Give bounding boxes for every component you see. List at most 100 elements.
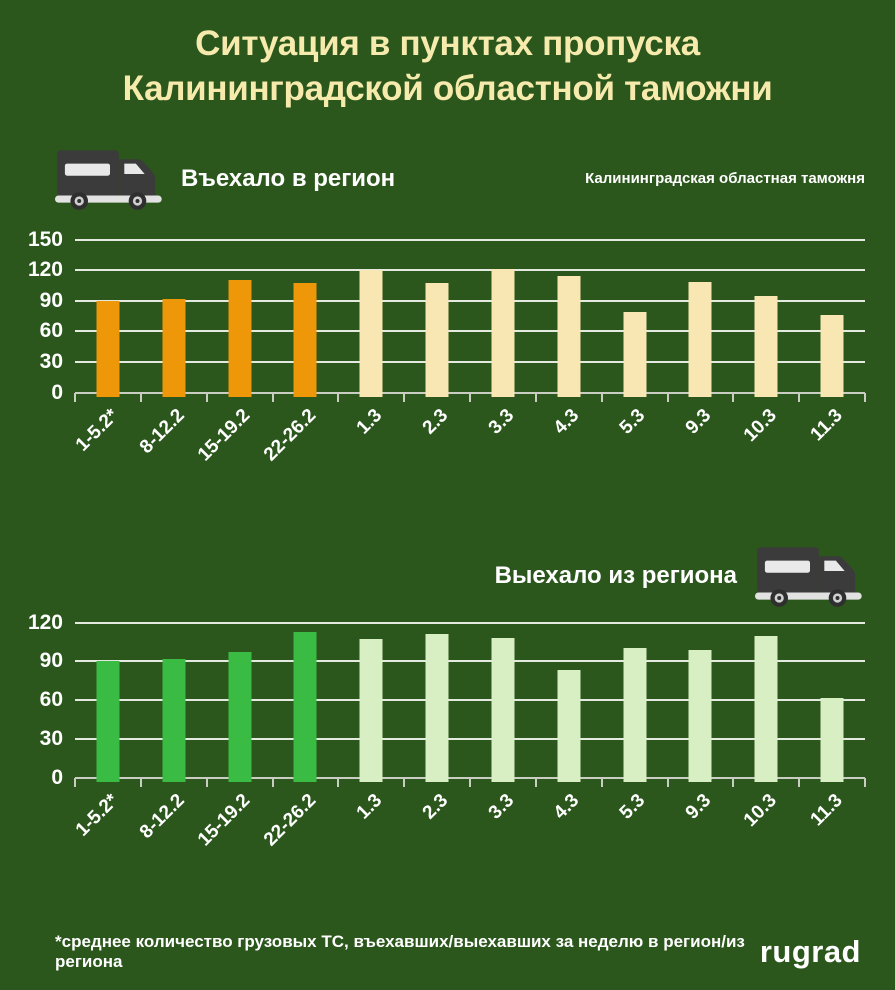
bar — [623, 312, 647, 397]
footnote: *среднее количество грузовых ТС, въехавш… — [55, 932, 745, 971]
x-tick-label: 2.3 — [418, 404, 452, 439]
bar — [688, 282, 712, 397]
y-tick-label: 30 — [39, 726, 63, 750]
bar-slot — [799, 240, 865, 397]
axis-tick — [732, 392, 735, 402]
bar-slot — [404, 240, 470, 397]
bar-slot — [404, 623, 470, 782]
axis-tick — [534, 777, 537, 787]
bar — [96, 300, 120, 397]
bar — [425, 634, 449, 782]
bar — [359, 270, 383, 397]
chart2-header: Выехало из региона — [55, 545, 865, 607]
gridline — [75, 699, 865, 702]
bar-slot — [602, 623, 668, 782]
footer: *среднее количество грузовых ТС, въехавш… — [55, 932, 861, 972]
axis-tick — [798, 392, 801, 402]
x-tick-label: 22-26.2 — [259, 404, 321, 466]
y-tick-label: 150 — [27, 227, 63, 251]
bar-slot — [338, 240, 404, 397]
x-tick-label: 15-19.2 — [194, 789, 255, 851]
gridline — [75, 299, 865, 302]
chart1-header: Въехало в регион Калининградская областн… — [55, 148, 865, 210]
bar — [491, 269, 515, 397]
axis-tick — [666, 392, 669, 402]
x-tick-label: 5.3 — [615, 404, 650, 439]
y-tick-label: 90 — [39, 288, 63, 312]
axis-tick — [271, 777, 274, 787]
bar — [425, 283, 449, 397]
axis-tick — [337, 392, 340, 402]
rugrad-logo: rugrad — [759, 934, 861, 969]
y-tick-label: 120 — [27, 610, 63, 634]
truck-icon — [55, 148, 165, 210]
gridline — [75, 238, 865, 241]
chart-exited-region: 0 30 60 90 120 1-5.2* 8-12.2 15-19.2 22-26.2 1.3 2… — [28, 611, 866, 856]
plot-area: 0 30 60 90 120 — [28, 611, 866, 788]
bar-slot — [733, 623, 799, 782]
y-tick-label: 90 — [39, 649, 63, 673]
axis-tick — [864, 392, 866, 402]
axis-tick — [403, 777, 406, 787]
bar-slot — [75, 240, 141, 397]
y-tick-label: 30 — [39, 350, 63, 373]
bar — [162, 298, 186, 397]
y-tick-label: 60 — [39, 319, 63, 343]
x-axis-labels: 1-5.2* 8-12.2 15-19.2 22-26.2 1.3 2.3 3.3 4.3 5.… — [72, 778, 865, 856]
bar-slot — [470, 623, 536, 782]
bar — [623, 648, 647, 782]
axis-tick — [732, 777, 735, 787]
x-tick-label: 15-19.2 — [194, 404, 255, 466]
bar — [228, 280, 252, 397]
bar-slot — [799, 623, 865, 782]
axis-tick — [205, 777, 208, 787]
x-tick-label: 2.3 — [418, 789, 452, 824]
bar-slot — [668, 240, 734, 397]
axis-tick — [864, 777, 866, 787]
y-tick-label: 120 — [27, 258, 63, 282]
chart-entered-region: 0 30 60 90 120 150 1-5.2* 8-12.2 15-19.2 22-26.2 1… — [27, 228, 866, 471]
bar-slot — [733, 240, 799, 397]
bar-slot — [273, 240, 339, 397]
bar — [688, 649, 712, 782]
x-tick-label: 11.3 — [806, 789, 847, 830]
bar-slot — [75, 623, 141, 782]
x-tick-label: 10.3 — [740, 789, 782, 831]
bar — [820, 697, 844, 782]
x-tick-label: 1.3 — [352, 789, 387, 824]
page-title: Ситуация в пунктах пропуска Калининградс… — [0, 0, 895, 112]
x-tick-label: 10.3 — [740, 404, 782, 446]
x-tick-label: 8-12.2 — [135, 404, 189, 458]
axis-tick — [139, 392, 142, 402]
x-tick-label: 9.3 — [681, 789, 716, 824]
axis-tick — [337, 777, 340, 787]
axis-tick — [600, 392, 603, 402]
axis-tick — [600, 777, 603, 787]
x-tick-label: 3.3 — [484, 789, 518, 824]
bar-slot — [536, 623, 602, 782]
bar — [228, 652, 252, 782]
gridline — [75, 737, 865, 740]
page-title-line2: Калининградской областной таможни — [122, 68, 773, 108]
bar — [820, 315, 844, 397]
y-tick-label: 0 — [51, 380, 63, 404]
bar — [557, 276, 581, 397]
x-tick-label: 1.3 — [352, 404, 387, 439]
truck-icon — [755, 545, 865, 607]
bar — [359, 639, 383, 782]
x-tick-label: 11.3 — [806, 404, 847, 445]
bar — [293, 631, 317, 782]
axis-tick — [469, 777, 471, 787]
bar-slot — [207, 240, 273, 397]
bar-slot — [536, 240, 602, 397]
chart2-title: Выехало из региона — [494, 561, 737, 589]
x-axis-labels: 1-5.2* 8-12.2 15-19.2 22-26.2 1.3 2.3 3.3 4.3 5.… — [72, 393, 865, 471]
gridline — [75, 269, 865, 272]
x-tick-label: 22-26.2 — [259, 789, 321, 851]
bar-slot — [141, 623, 207, 782]
axis-tick — [798, 777, 801, 787]
x-tick-label: 4.3 — [550, 404, 584, 439]
x-tick-label: 9.3 — [681, 404, 716, 439]
bar — [96, 661, 120, 782]
